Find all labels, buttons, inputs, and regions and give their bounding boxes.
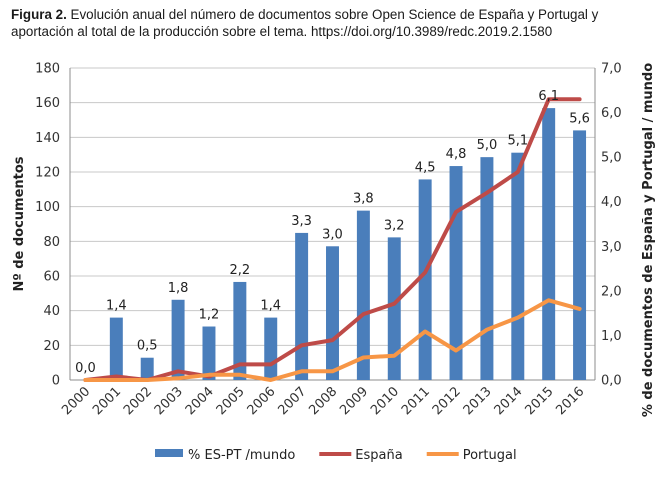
x-tick-label: 2013: [461, 384, 495, 418]
series-line-portugal: [83, 298, 582, 382]
y-right-tick-label: 3,0: [601, 240, 622, 255]
data-label: 4,5: [415, 160, 436, 175]
y-right-tick-label: 1,0: [601, 329, 622, 344]
x-tick-label: 2005: [214, 384, 248, 418]
data-label: 1,4: [260, 299, 281, 314]
bar: [264, 317, 278, 380]
x-tick-label: 2012: [430, 384, 464, 418]
caption-text: Evolución anual del número de documentos…: [11, 7, 599, 39]
bar: [171, 299, 185, 380]
x-tick-label: 2011: [399, 384, 433, 418]
x-tick-label: 2009: [337, 384, 371, 418]
data-label: 0,0: [75, 361, 96, 376]
x-tick-label: 2002: [121, 384, 155, 418]
data-label: 3,2: [384, 218, 405, 233]
x-tick-label: 2008: [306, 384, 340, 418]
figure-caption: Figura 2. Evolución anual del número de …: [11, 6, 656, 40]
x-tick-label: 2000: [59, 384, 93, 418]
y-right-axis-title: % de documentos de España y Portugal / m…: [641, 63, 656, 417]
bar: [480, 157, 494, 380]
x-tick-label: 2014: [492, 384, 526, 418]
x-tick-label: 2004: [183, 384, 217, 418]
y-tick-label: 180: [35, 62, 60, 77]
x-tick-label: 2001: [90, 384, 124, 418]
x-tick-label: 2006: [245, 384, 279, 418]
y-tick-label: 160: [35, 96, 60, 111]
series-line-españa: [83, 97, 582, 382]
y-right-tick-label: 6,0: [601, 106, 622, 121]
bar: [542, 108, 556, 380]
data-label: 3,8: [353, 192, 374, 207]
y-tick-label: 140: [35, 131, 60, 146]
data-label: 5,6: [569, 111, 590, 126]
bar: [326, 246, 339, 380]
data-label: 3,0: [322, 227, 343, 242]
data-label: 0,5: [137, 339, 158, 354]
data-label: 1,4: [106, 299, 127, 314]
y-tick-label: 120: [35, 166, 60, 181]
data-label: 2,2: [230, 263, 251, 278]
y-right-tick-label: 0,0: [601, 374, 622, 389]
x-tick-label: 2007: [275, 384, 309, 418]
bar: [573, 130, 587, 380]
bar: [109, 317, 123, 380]
x-tick-label: 2016: [553, 384, 587, 418]
data-label: 1,2: [199, 308, 220, 323]
bar: [140, 357, 154, 380]
y-right-tick-label: 7,0: [601, 62, 622, 77]
legend-label: Portugal: [463, 448, 517, 463]
x-tick-label: 2003: [152, 384, 186, 418]
data-label: 3,3: [291, 214, 312, 229]
y-right-tick-label: 2,0: [601, 284, 622, 299]
y-tick-label: 40: [43, 304, 60, 319]
y-tick-label: 60: [43, 270, 60, 285]
y-tick-label: 0: [52, 374, 60, 389]
data-label: 4,8: [446, 147, 467, 162]
data-label: 6,1: [538, 89, 559, 104]
y-tick-label: 80: [43, 235, 60, 250]
legend-swatch: [155, 449, 183, 457]
data-label: 5,1: [507, 134, 528, 149]
y-axis-title: Nº de documentos: [12, 156, 27, 291]
y-tick-label: 20: [43, 339, 60, 354]
bar: [418, 179, 432, 380]
bar: [295, 232, 309, 380]
legend-label: % ES-PT /mundo: [188, 448, 295, 463]
bar: [511, 152, 525, 380]
y-tick-label: 100: [35, 200, 60, 215]
bar: [233, 281, 247, 380]
x-tick-label: 2010: [368, 384, 402, 418]
legend-label: España: [355, 448, 402, 463]
y-right-tick-label: 5,0: [601, 151, 622, 166]
caption-label: Figura 2.: [11, 7, 67, 22]
bar: [387, 237, 401, 380]
bar: [356, 210, 370, 380]
x-tick-label: 2015: [522, 384, 556, 418]
bar: [202, 326, 216, 380]
data-label: 1,8: [168, 281, 189, 296]
y-right-tick-label: 4,0: [601, 195, 622, 210]
data-label: 5,0: [477, 138, 498, 153]
